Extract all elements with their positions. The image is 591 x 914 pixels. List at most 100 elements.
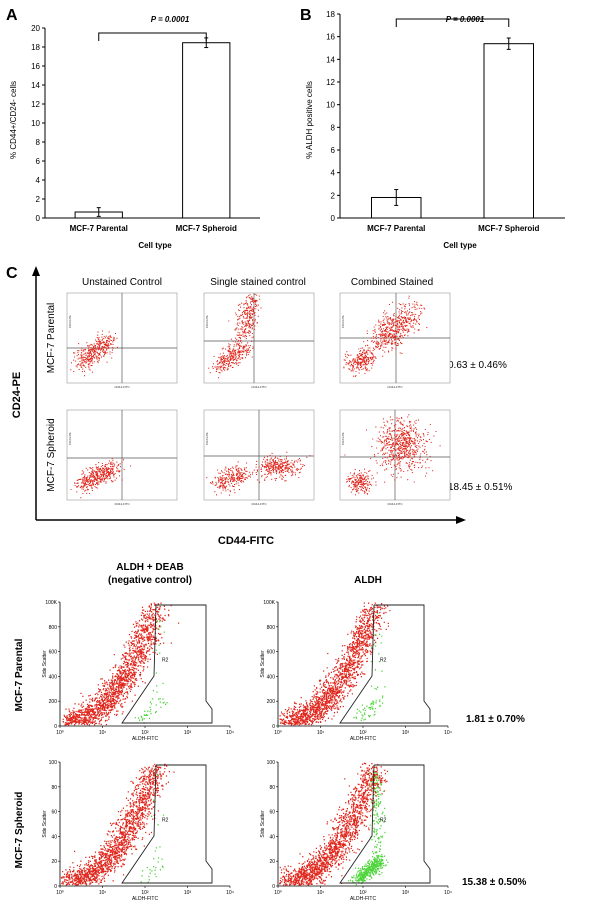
aldh-x-tick-label: 10⁴ — [444, 730, 452, 736]
aldh-gate-label: R2 — [380, 818, 387, 824]
panel-b-bar — [483, 43, 534, 219]
aldh-y-tick-label: 40 — [269, 834, 275, 840]
aldh-gate-r2 — [121, 604, 213, 724]
mini-ylabel: CD24-PE — [341, 432, 345, 445]
aldh-y-tick-label: 100 — [49, 760, 58, 766]
aldh-y-tick-label: 20 — [51, 859, 57, 865]
aldh-dots — [61, 763, 175, 886]
panel-b-ylabel: % ALDH positive cells — [305, 81, 314, 159]
aldh-y-tick-label: 80 — [51, 785, 57, 791]
panel-d-col-title-2: ALDH — [354, 575, 382, 586]
aldh-y-tick-label: 60 — [269, 810, 275, 816]
aldh-xlabel: ALDH-FITC — [132, 736, 159, 742]
aldh-dots — [279, 602, 391, 726]
panel-c-col-title-2: Single stained control — [210, 277, 306, 288]
flow-dots — [70, 330, 118, 377]
flow-plot-parental-unstained: CD24-PE CD44-FITC — [66, 292, 178, 389]
panel-d: ALDH + DEAB (negative control) ALDH MCF-… — [14, 562, 527, 902]
panel-a-y-tick-label: 12 — [31, 100, 40, 109]
panel-a-y-tick-label: 4 — [36, 176, 41, 185]
aldh-xlabel: ALDH-FITC — [350, 896, 377, 902]
panel-a-letter: A — [6, 7, 18, 24]
aldh-ylabel: Side Scatter — [42, 650, 48, 678]
panel-a-ylabel: % CD44+/CD24- cells — [9, 81, 18, 159]
panel-d-row-label-parental: MCF-7 Parental — [14, 638, 25, 711]
mini-xlabel: CD44-FITC — [251, 385, 267, 389]
mini-ylabel: CD24-PE — [68, 315, 72, 328]
aldh-gate-label: R2 — [162, 658, 169, 664]
flow-plot-parental-single: CD24-PE CD44-FITC — [203, 292, 315, 389]
panel-a-y-tick-label: 18 — [31, 43, 40, 52]
panel-c-x-arrowhead — [456, 516, 466, 524]
mini-xlabel: CD44-FITC — [387, 502, 403, 506]
panel-a-category-label: MCF-7 Parental — [70, 224, 128, 233]
aldh-y-tick-label: 600 — [49, 650, 58, 656]
panel-a-category-label: MCF-7 Spheroid — [176, 224, 237, 233]
aldh-gate-r2 — [121, 764, 213, 884]
aldh-x-tick-label: 10⁰ — [274, 730, 282, 736]
panel-a-y-tick-label: 14 — [31, 81, 40, 90]
panel-a-y-tick-label: 6 — [36, 157, 41, 166]
panel-a-xlabel: Cell type — [138, 241, 172, 250]
panel-a-y-tick-label: 8 — [36, 138, 41, 147]
aldh-y-tick-label: 800 — [49, 625, 58, 631]
aldh-y-tick-label: 600 — [267, 650, 276, 656]
panel-a-pvalue: P = 0.0001 — [151, 15, 190, 24]
aldh-y-tick-label: 0 — [54, 724, 57, 730]
panel-a-y-tick-label: 0 — [36, 214, 41, 223]
panel-b-y-tick-label: 10 — [326, 101, 335, 110]
aldh-x-tick-label: 10¹ — [99, 730, 107, 736]
aldh-gated-dots — [140, 774, 165, 883]
aldh-x-tick-label: 10⁴ — [444, 890, 452, 896]
panel-c-pct-parental: 0.63 ± 0.46% — [448, 360, 507, 371]
aldh-ylabel: Side Scatter — [260, 650, 266, 678]
aldh-y-tick-label: 0 — [272, 884, 275, 890]
panel-b-letter: B — [300, 7, 312, 24]
aldh-y-tick-label: 80 — [269, 785, 275, 791]
aldh-dots — [62, 602, 180, 726]
panel-b-y-tick-label: 18 — [326, 10, 335, 19]
panel-a-bar — [182, 42, 231, 219]
aldh-xlabel: ALDH-FITC — [350, 736, 377, 742]
mini-ylabel: CD24-PE — [68, 432, 72, 445]
panel-c-pct-spheroid: 18.45 ± 0.51% — [448, 482, 513, 493]
panel-b-y-tick-label: 16 — [326, 33, 335, 42]
aldh-plot-spheroid-aldh: 0 20 40 60 80 100 10⁰ 10¹ 10² 10³ 10⁴ Side Scatter A… — [260, 760, 452, 902]
aldh-x-tick-label: 10³ — [402, 890, 410, 896]
aldh-y-tick-label: 200 — [49, 699, 58, 705]
panel-b-y-tick-label: 0 — [331, 214, 336, 223]
panel-d-pct-parental: 1.81 ± 0.70% — [466, 714, 525, 725]
flow-dots — [343, 295, 428, 378]
panel-c-ylabel: CD24-PE — [11, 372, 23, 418]
flow-dots — [344, 414, 441, 496]
panel-c-row-label-spheroid: MCF-7 Spheroid — [46, 418, 57, 491]
aldh-x-tick-label: 10² — [359, 890, 367, 896]
aldh-gated-dots — [353, 612, 386, 722]
flow-plot-spheroid-single: CD24-PE CD44-FITC — [203, 409, 315, 506]
aldh-plot-parental-deab: 0 200 400 600 800 100K 10⁰ 10¹ 10² 10³ 10⁴ Side Sca… — [42, 600, 234, 742]
panel-b: B % ALDH positive cells Cell type P = 0.… — [300, 7, 565, 250]
aldh-gate-r2 — [339, 604, 431, 724]
panel-d-col-title-1b: (negative control) — [108, 575, 192, 586]
aldh-y-tick-label: 100K — [263, 600, 275, 606]
aldh-x-tick-label: 10³ — [184, 730, 192, 736]
aldh-x-tick-label: 10² — [359, 730, 367, 736]
aldh-ylabel: Side Scatter — [260, 810, 266, 838]
panel-d-col-title-1a: ALDH + DEAB — [116, 562, 184, 573]
panel-b-y-tick-label: 8 — [331, 123, 336, 132]
aldh-x-tick-label: 10⁰ — [56, 730, 64, 736]
panel-c-y-arrowhead — [32, 266, 40, 276]
aldh-plot-spheroid-deab: 0 20 40 60 80 100 10⁰ 10¹ 10² 10³ 10⁴ Side Scatter A… — [42, 760, 234, 902]
panel-b-significance-bracket — [395, 18, 510, 27]
aldh-y-tick-label: 60 — [51, 810, 57, 816]
panel-b-y-tick-label: 14 — [326, 55, 335, 64]
flow-dots — [208, 293, 262, 379]
aldh-gate-label: R2 — [380, 658, 387, 664]
aldh-x-tick-label: 10² — [141, 890, 149, 896]
panel-b-y-tick-label: 4 — [331, 169, 336, 178]
mini-ylabel: CD24-PE — [205, 315, 209, 328]
flow-dots — [206, 451, 311, 496]
aldh-y-tick-label: 100K — [45, 600, 57, 606]
panel-a-y-tick-label: 10 — [31, 119, 40, 128]
